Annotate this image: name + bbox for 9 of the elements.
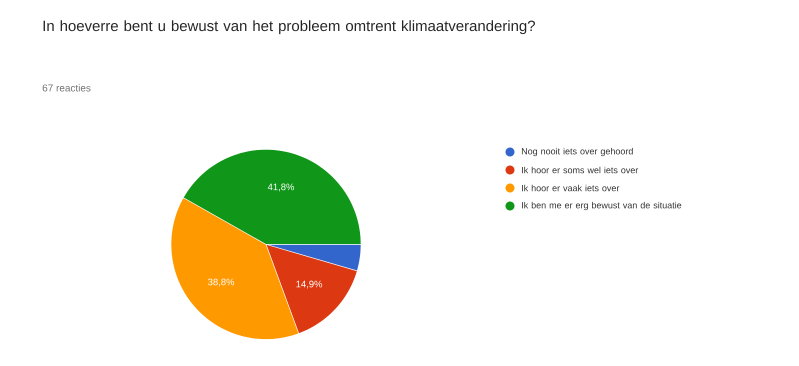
legend-label: Ik hoor er soms wel iets over: [522, 166, 638, 174]
data-label: 38,8%: [208, 278, 234, 286]
data-label: 41,8%: [268, 184, 294, 192]
legend-label: Ik hoor er vaak iets over: [522, 184, 620, 192]
chart-title: In hoeverre bent u bewust van het probleem omtrent klimaatverandering?: [44, 20, 535, 34]
text: 67 reacties: [42, 84, 91, 92]
data-label: 14,9%: [296, 280, 322, 289]
legend-label: Ik ben me er erg bewust van de situatie: [522, 202, 682, 210]
legend-label: Nog nooit iets over gehoord: [522, 148, 633, 156]
